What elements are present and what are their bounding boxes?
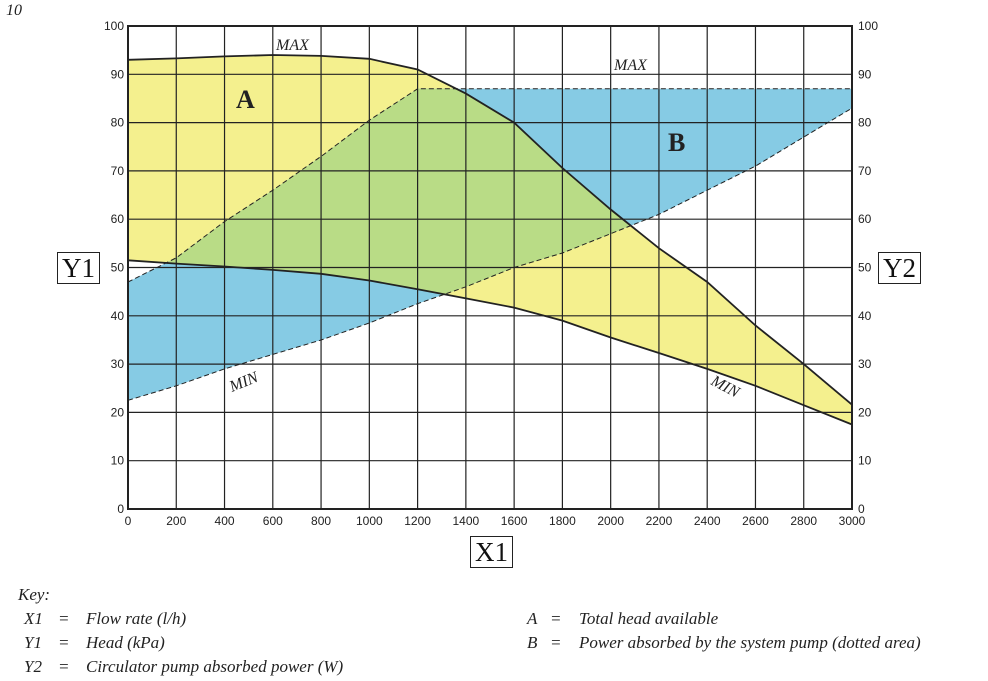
x-tick-label: 1000 bbox=[356, 514, 383, 528]
key-desc: Power absorbed by the system pump (dotte… bbox=[579, 633, 921, 652]
x-tick-label: 1400 bbox=[453, 514, 480, 528]
y1-tick-label: 20 bbox=[111, 405, 125, 419]
key-sym: X1 bbox=[24, 609, 43, 628]
y2-tick-label: 50 bbox=[858, 261, 872, 275]
x-tick-label: 1600 bbox=[501, 514, 528, 528]
series-line-y2-min bbox=[127, 107, 853, 401]
key-sym: Y2 bbox=[24, 657, 42, 676]
x-tick-label: 0 bbox=[125, 514, 132, 528]
plot-frame bbox=[127, 25, 853, 510]
y1-axis-label: Y1 bbox=[57, 252, 100, 284]
x-tick-label: 2200 bbox=[646, 514, 673, 528]
y1-tick-label: 70 bbox=[111, 164, 125, 178]
y2-tick-label: 90 bbox=[858, 67, 872, 81]
series-label-y1-max: MAX bbox=[275, 37, 310, 54]
x-tick-label: 800 bbox=[311, 514, 331, 528]
key-eq: = bbox=[58, 633, 70, 652]
x-tick-label: 1800 bbox=[549, 514, 576, 528]
key-desc: Head (kPa) bbox=[86, 633, 165, 652]
key-eq: = bbox=[550, 609, 562, 628]
x-tick-label: 2000 bbox=[597, 514, 624, 528]
x-tick-label: 2600 bbox=[742, 514, 769, 528]
y1-tick-label: 30 bbox=[111, 357, 125, 371]
y2-tick-label: 100 bbox=[858, 19, 878, 33]
x-tick-label: 2800 bbox=[790, 514, 817, 528]
y1-tick-label: 0 bbox=[117, 502, 124, 516]
x-tick-label: 2400 bbox=[694, 514, 721, 528]
x-tick-label: 400 bbox=[215, 514, 235, 528]
y1-tick-label: 80 bbox=[111, 116, 125, 130]
page-number: 10 bbox=[6, 2, 22, 19]
y2-tick-label: 10 bbox=[858, 454, 872, 468]
y1-tick-label: 100 bbox=[104, 19, 124, 33]
y2-axis-label: Y2 bbox=[878, 252, 921, 284]
series-line-y1-min bbox=[127, 259, 853, 426]
key-sym: Y1 bbox=[24, 633, 42, 652]
key-title: Key: bbox=[18, 585, 51, 604]
y2-tick-label: 40 bbox=[858, 309, 872, 323]
y1-tick-label: 60 bbox=[111, 212, 125, 226]
y1-tick-label: 40 bbox=[111, 309, 125, 323]
region-label-a: A bbox=[236, 85, 255, 114]
y2-tick-label: 20 bbox=[858, 405, 872, 419]
y1-tick-label: 90 bbox=[111, 67, 125, 81]
key-desc: Circulator pump absorbed power (W) bbox=[86, 657, 344, 676]
key-eq: = bbox=[550, 633, 562, 652]
key-eq: = bbox=[58, 609, 70, 628]
y2-tick-label: 30 bbox=[858, 357, 872, 371]
x-tick-label: 600 bbox=[263, 514, 283, 528]
y1-tick-label: 10 bbox=[111, 454, 125, 468]
region-label-b: B bbox=[668, 128, 685, 157]
x-tick-label: 3000 bbox=[839, 514, 866, 528]
y2-tick-label: 60 bbox=[858, 212, 872, 226]
x-tick-label: 200 bbox=[166, 514, 186, 528]
key-desc: Total head available bbox=[579, 609, 719, 628]
y1-tick-label: 50 bbox=[111, 261, 125, 275]
y2-tick-label: 0 bbox=[858, 502, 865, 516]
series-line-y1-max bbox=[127, 54, 853, 406]
key-sym: A bbox=[527, 609, 538, 628]
y2-tick-label: 80 bbox=[858, 116, 872, 130]
x-tick-label: 1200 bbox=[404, 514, 431, 528]
key-sym: B bbox=[527, 633, 538, 652]
y2-tick-label: 70 bbox=[858, 164, 872, 178]
x1-axis-label: X1 bbox=[470, 536, 513, 568]
key-desc: Flow rate (l/h) bbox=[86, 609, 187, 628]
key-eq: = bbox=[58, 657, 70, 676]
series-label-y2-min: MIN bbox=[226, 368, 262, 396]
series-label-y2-max: MAX bbox=[613, 57, 648, 74]
